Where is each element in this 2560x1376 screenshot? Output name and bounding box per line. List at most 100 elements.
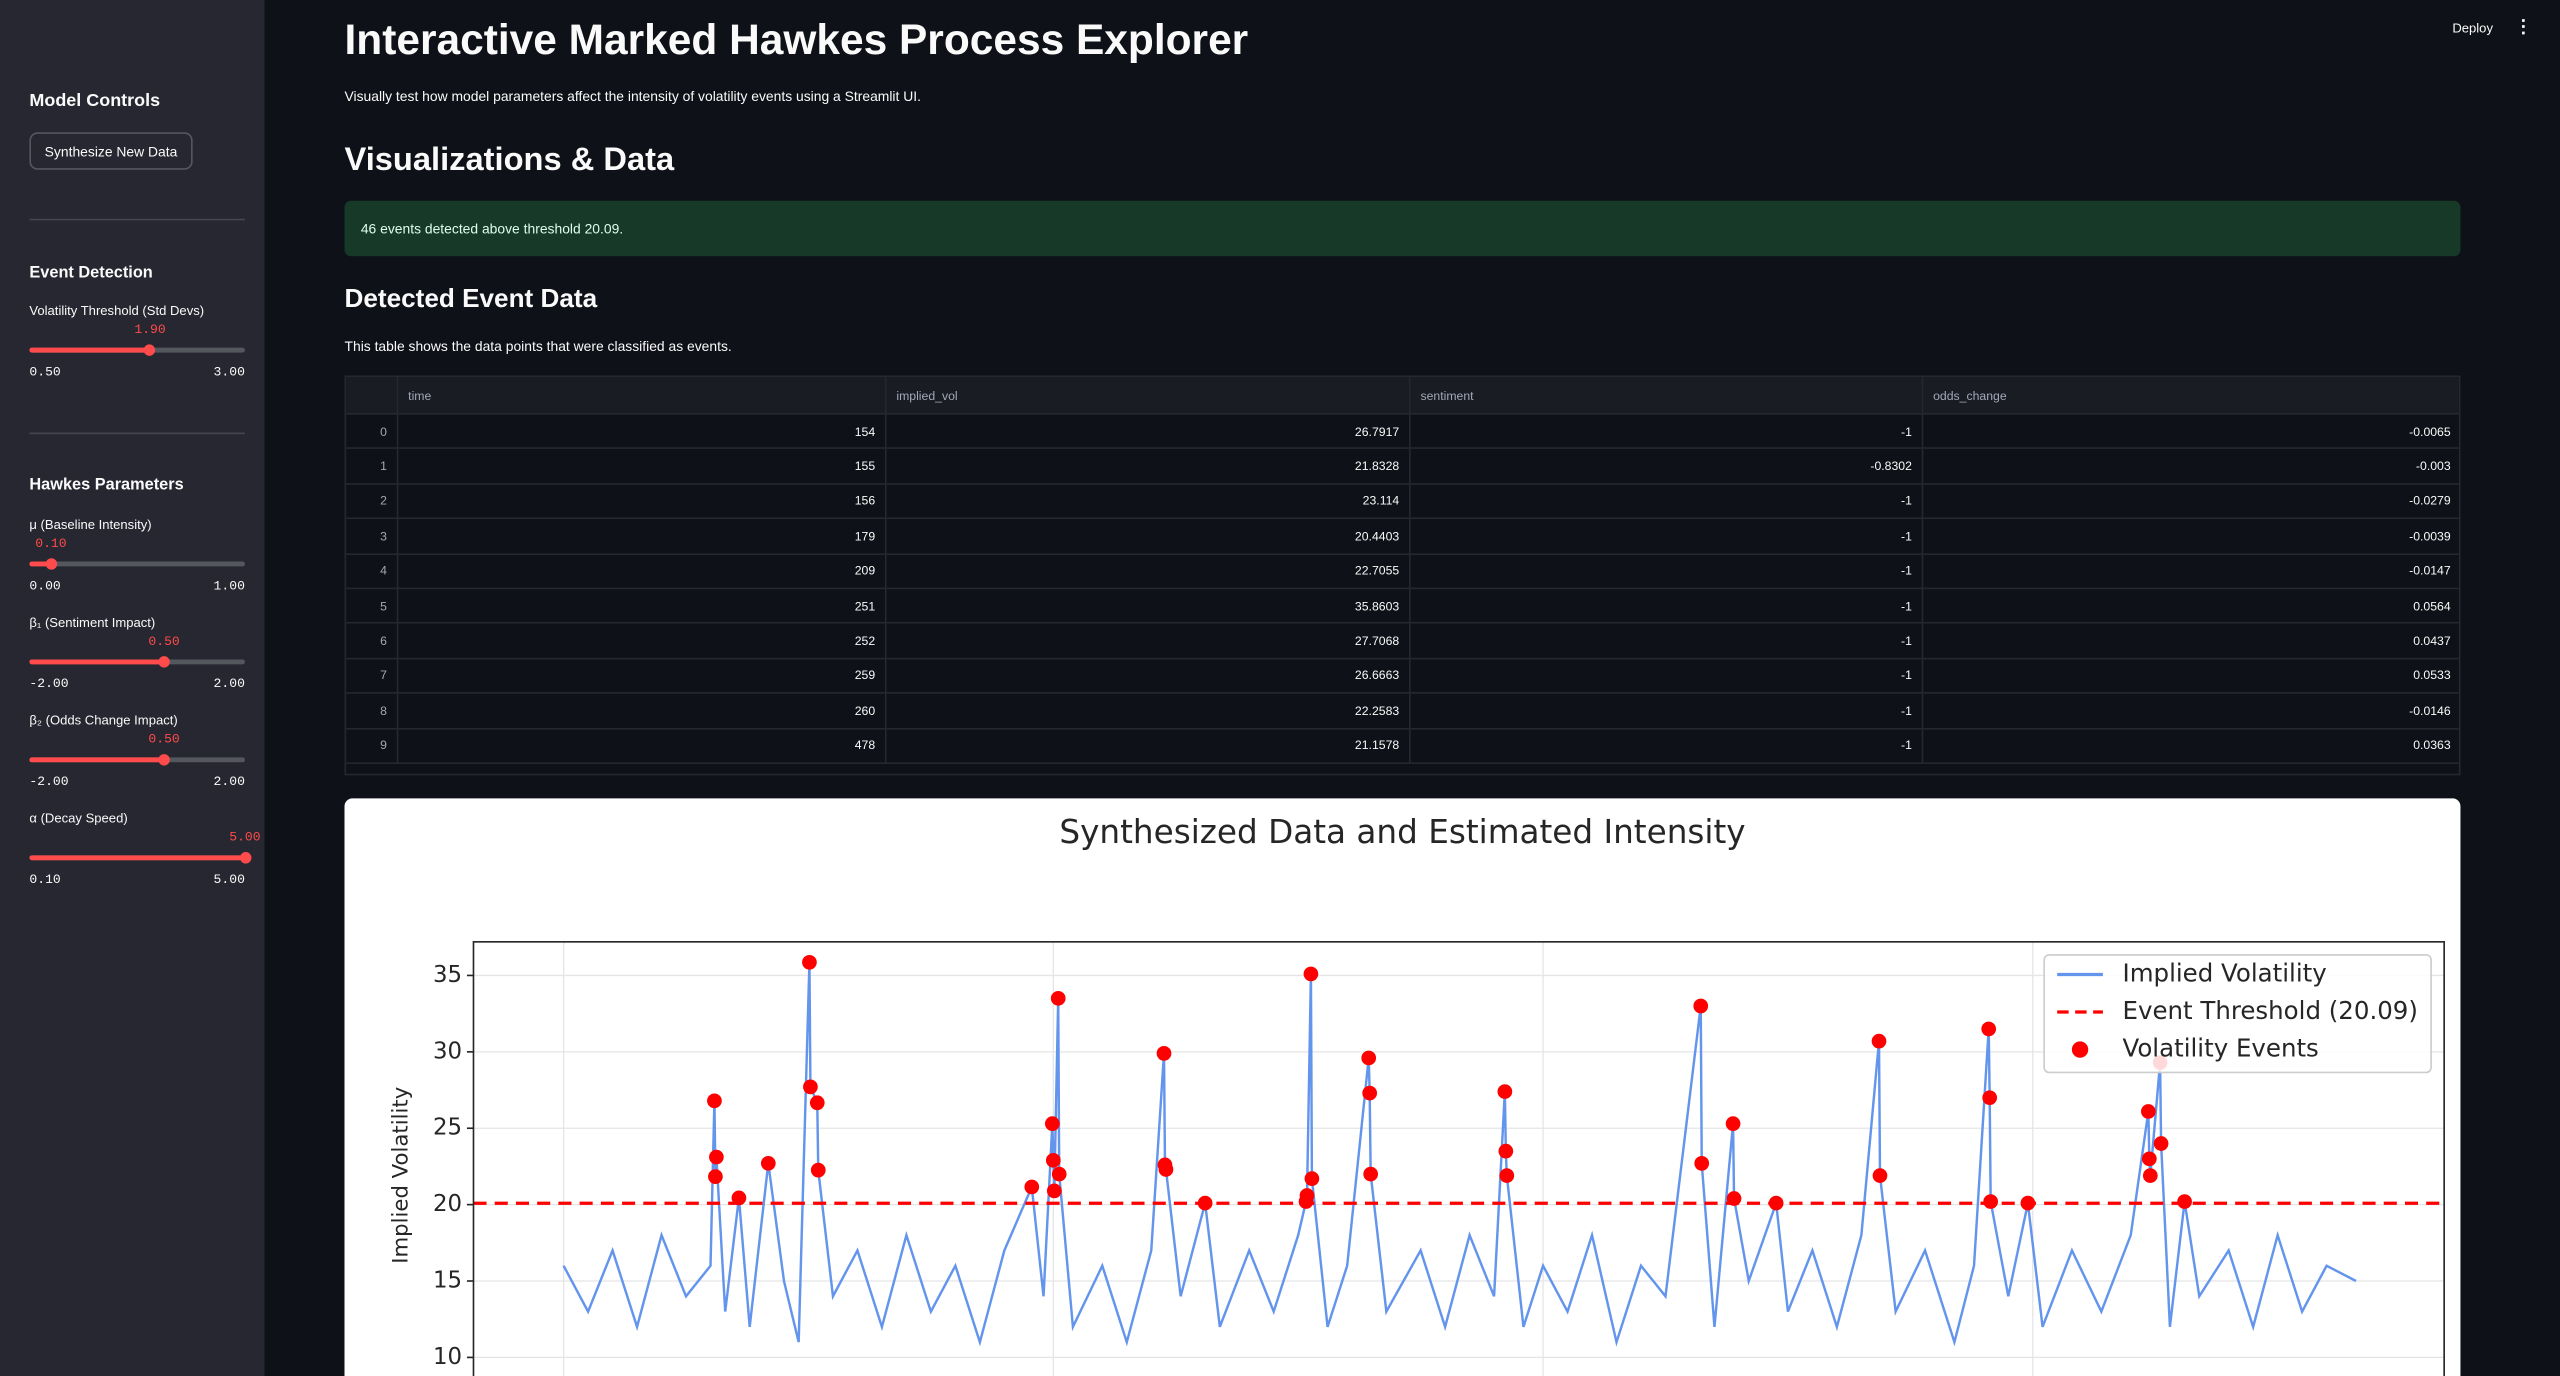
deploy-button[interactable]: Deploy <box>2452 21 2493 36</box>
event-point <box>2177 1194 2192 1209</box>
legend-box <box>2043 954 2432 1074</box>
event-point <box>1304 1171 1320 1186</box>
table-cell: -1 <box>1410 694 1924 729</box>
y-tick-label: 20 <box>433 1191 462 1217</box>
table-cell: 26.7917 <box>886 414 1411 450</box>
table-header-cell: time <box>398 377 887 415</box>
row-index: 4 <box>346 554 399 590</box>
event-point <box>1362 1085 1378 1101</box>
legend-label: Event Threshold (20.09) <box>2123 996 2418 1025</box>
table-cell: 21.1578 <box>886 728 1411 764</box>
table-cell: 23.114 <box>886 484 1411 520</box>
event-point <box>1046 1183 1062 1199</box>
event-point <box>1982 1090 1998 1106</box>
slider-max: 2.00 <box>213 677 245 693</box>
table-caption: This table shows the data points that we… <box>344 337 732 355</box>
table-cell: -1 <box>1410 414 1924 450</box>
table-cell: -1 <box>1410 484 1924 520</box>
slider-thumb[interactable] <box>158 656 170 668</box>
table-cell: -1 <box>1410 554 1924 590</box>
row-index: 8 <box>346 694 399 729</box>
slider-thumb[interactable] <box>144 344 156 356</box>
table-cell: -0.0039 <box>1923 519 2459 555</box>
event-point <box>2153 1136 2169 1151</box>
table-header-cell: sentiment <box>1410 377 1924 415</box>
volatility-line <box>562 962 2357 1347</box>
menu-button[interactable]: ⋮ <box>2514 17 2533 38</box>
slider-label: β₁ (Sentiment Impact) <box>29 615 156 631</box>
chart-title: Synthesized Data and Estimated Intensity <box>1059 813 1745 851</box>
slider-value: 0.50 <box>148 634 180 650</box>
y-tick-label: 15 <box>433 1268 462 1294</box>
row-index: 5 <box>346 589 399 625</box>
slider-label: α (Decay Speed) <box>29 811 128 826</box>
table-cell: 22.7055 <box>886 554 1411 590</box>
slider-value: 1.90 <box>134 323 166 338</box>
table-cell: 154 <box>398 414 887 450</box>
page-title: Interactive Marked Hawkes Process Explor… <box>344 14 1249 64</box>
table-cell: -0.0147 <box>1923 554 2459 590</box>
table-cell: 26.6663 <box>886 659 1411 695</box>
page-subtitle: Visually test how model parameters affec… <box>344 88 921 105</box>
divider <box>29 432 245 435</box>
table-cell: -0.0146 <box>1923 694 2459 729</box>
slider-thumb[interactable] <box>45 558 57 570</box>
event-point <box>1361 1050 1377 1066</box>
table-cell: 27.7068 <box>886 624 1411 660</box>
event-point <box>731 1190 747 1206</box>
table-header-cell: implied_vol <box>886 377 1411 415</box>
table-cell: 209 <box>398 554 887 590</box>
event-point <box>1981 1021 1997 1037</box>
table-cell: 22.2583 <box>886 694 1411 729</box>
table-cell: 478 <box>398 728 887 764</box>
table-cell: -1 <box>1410 624 1924 660</box>
slider-fill <box>29 757 165 763</box>
section-heading: Hawkes Parameters <box>29 476 184 495</box>
slider-thumb[interactable] <box>158 754 170 766</box>
event-point <box>709 1149 724 1165</box>
event-table: time implied_vol sentiment odds_change 0 154 2… <box>344 375 2461 776</box>
event-point <box>1726 1191 1742 1206</box>
y-tick-label: 30 <box>433 1038 462 1064</box>
divider <box>29 218 245 221</box>
table-cell: 20.4403 <box>886 519 1411 555</box>
event-point <box>809 1095 825 1111</box>
legend-label: Volatility Events <box>2123 1034 2319 1063</box>
event-point <box>707 1093 722 1109</box>
event-point <box>1158 1162 1174 1177</box>
slider-thumb[interactable] <box>239 852 251 864</box>
table-cell: -0.0279 <box>1923 484 2459 520</box>
slider-fill <box>29 659 165 665</box>
event-point <box>1363 1166 1379 1182</box>
slider-min: 0.10 <box>29 873 61 888</box>
legend-swatch <box>2071 1041 2089 1058</box>
row-index: 6 <box>346 624 399 660</box>
event-point <box>1871 1033 1887 1049</box>
synthesize-button[interactable]: Synthesize New Data <box>29 132 193 170</box>
slider-track <box>29 561 245 567</box>
slider-value: 0.10 <box>35 537 67 552</box>
slider-max: 3.00 <box>213 365 245 381</box>
table-cell: 252 <box>398 624 887 660</box>
alert-text: 46 events detected above threshold 20.09… <box>360 220 624 237</box>
event-point <box>1197 1195 1213 1211</box>
table-cell: -1 <box>1410 519 1924 555</box>
row-index: 2 <box>346 484 399 520</box>
y-tick-label: 25 <box>433 1115 462 1141</box>
event-point <box>1498 1143 1514 1159</box>
table-cell: 179 <box>398 519 887 555</box>
slider-min: -2.00 <box>29 775 69 791</box>
table-cell: 0.0437 <box>1923 624 2459 660</box>
slider-label: μ (Baseline Intensity) <box>29 517 152 533</box>
table-heading: Detected Event Data <box>344 285 598 314</box>
event-point <box>1497 1084 1513 1099</box>
table-cell: -0.8302 <box>1410 449 1924 485</box>
event-point <box>1725 1116 1741 1131</box>
row-index: 1 <box>346 449 399 485</box>
plot-frame <box>472 941 2445 1376</box>
event-point <box>1299 1188 1315 1203</box>
event-point <box>1694 1156 1710 1171</box>
